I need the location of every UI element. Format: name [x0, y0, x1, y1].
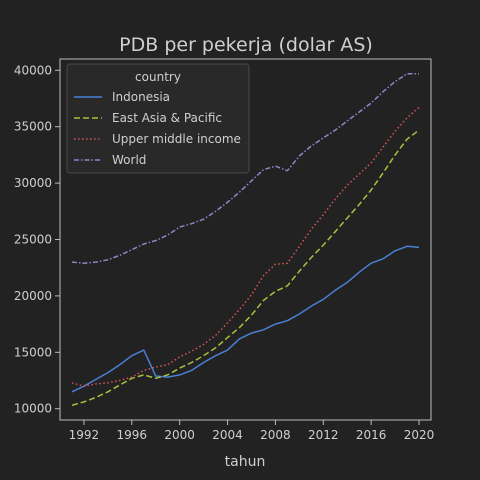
legend-label: Upper middle income — [112, 132, 241, 146]
legend-label: East Asia & Pacific — [112, 111, 222, 125]
legend-label: World — [112, 153, 146, 167]
legend-box — [66, 63, 250, 174]
legend-title: country — [135, 70, 181, 84]
y-tick-label: 20000 — [14, 289, 52, 303]
x-tick-label: 1996 — [117, 428, 148, 442]
x-tick-label: 2004 — [212, 428, 243, 442]
legend: country Indonesia East Asia & Pacific Uppe… — [66, 63, 250, 174]
x-axis: 1992 1996 2000 2004 2008 2012 2016 2020 — [69, 420, 435, 442]
x-tick-label: 2016 — [356, 428, 387, 442]
x-tick-label: 2012 — [308, 428, 339, 442]
series-line-world — [71, 72, 419, 264]
series-line-indonesia — [71, 245, 420, 393]
y-tick-label: 10000 — [14, 402, 52, 416]
legend-items: Indonesia East Asia & Pacific Upper middle… — [74, 90, 241, 167]
x-tick-label: 2020 — [404, 428, 435, 442]
series-line-east-asia-pacific — [71, 129, 420, 407]
series-line-upper-middle-income — [71, 106, 420, 387]
legend-label: Indonesia — [112, 90, 170, 104]
y-tick-label: 30000 — [14, 176, 52, 190]
chart-title: PDB per pekerja (dolar AS) — [119, 34, 373, 56]
y-tick-label: 15000 — [14, 345, 52, 359]
x-tick-label: 2008 — [260, 428, 291, 442]
y-axis: 10000 15000 20000 25000 30000 35000 40000 — [14, 63, 60, 416]
x-tick-label: 1992 — [69, 428, 100, 442]
series-layer — [71, 72, 420, 407]
y-tick-label: 25000 — [14, 233, 52, 247]
y-tick-label: 35000 — [14, 120, 52, 134]
x-axis-title: tahun — [225, 454, 266, 470]
y-tick-label: 40000 — [14, 63, 52, 77]
x-tick-label: 2000 — [164, 428, 195, 442]
